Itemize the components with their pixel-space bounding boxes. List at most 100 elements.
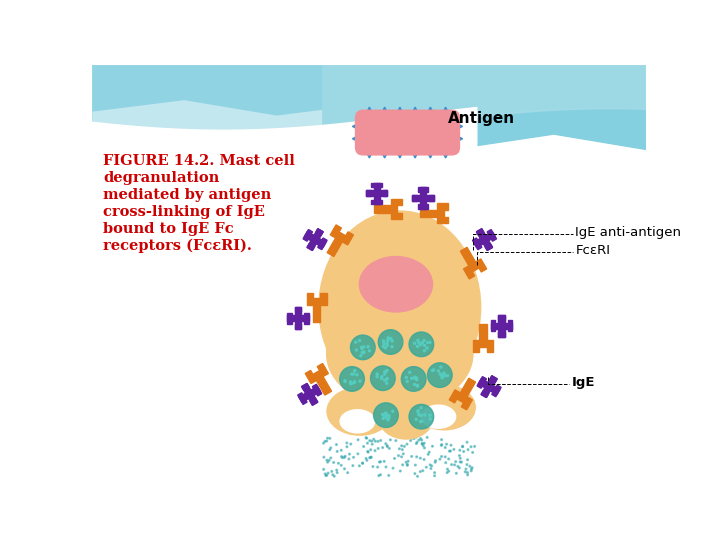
Circle shape [346, 442, 348, 444]
Circle shape [383, 416, 385, 418]
Circle shape [374, 450, 376, 451]
Polygon shape [397, 213, 402, 219]
Circle shape [415, 377, 418, 380]
Circle shape [441, 375, 443, 377]
Circle shape [386, 342, 388, 344]
Circle shape [323, 469, 325, 470]
Circle shape [344, 455, 346, 457]
Polygon shape [481, 376, 498, 397]
Circle shape [471, 468, 472, 470]
Circle shape [421, 443, 423, 444]
Circle shape [414, 376, 416, 378]
Circle shape [369, 457, 371, 458]
Polygon shape [334, 225, 341, 232]
Circle shape [324, 473, 326, 475]
Circle shape [357, 439, 359, 441]
Circle shape [362, 352, 364, 354]
Circle shape [326, 460, 328, 461]
Polygon shape [364, 147, 375, 158]
Circle shape [359, 340, 361, 342]
Polygon shape [287, 315, 309, 321]
Polygon shape [318, 238, 327, 249]
Polygon shape [379, 107, 390, 118]
Polygon shape [92, 107, 477, 481]
Circle shape [401, 456, 402, 457]
Circle shape [467, 472, 468, 474]
Polygon shape [323, 65, 647, 150]
Polygon shape [307, 294, 312, 298]
Circle shape [341, 457, 343, 458]
Circle shape [373, 438, 374, 440]
Ellipse shape [414, 385, 475, 430]
Circle shape [406, 380, 408, 382]
Polygon shape [449, 396, 457, 403]
Polygon shape [440, 107, 451, 118]
Circle shape [385, 379, 387, 381]
Circle shape [329, 437, 330, 439]
Circle shape [462, 446, 464, 447]
Polygon shape [498, 315, 505, 320]
Circle shape [387, 340, 389, 342]
Polygon shape [460, 378, 475, 397]
Circle shape [443, 374, 445, 376]
Circle shape [402, 453, 404, 455]
Circle shape [401, 445, 402, 447]
Polygon shape [305, 313, 309, 323]
Circle shape [348, 453, 351, 455]
Circle shape [455, 461, 456, 463]
Circle shape [333, 462, 335, 463]
Circle shape [361, 462, 364, 464]
Polygon shape [307, 244, 315, 251]
Circle shape [341, 449, 342, 451]
Circle shape [382, 447, 384, 448]
Circle shape [415, 464, 416, 466]
Circle shape [446, 472, 448, 474]
Circle shape [326, 440, 328, 442]
Circle shape [378, 475, 379, 476]
Circle shape [411, 456, 413, 457]
Circle shape [359, 465, 360, 467]
Circle shape [403, 446, 405, 447]
Circle shape [388, 416, 390, 419]
Circle shape [397, 455, 400, 456]
Circle shape [448, 470, 449, 472]
Circle shape [390, 439, 391, 441]
Circle shape [457, 465, 459, 467]
Text: FIGURE 14.2. Mast cell: FIGURE 14.2. Mast cell [104, 154, 295, 168]
Circle shape [456, 472, 457, 474]
Polygon shape [303, 230, 312, 241]
Circle shape [367, 346, 369, 348]
Circle shape [386, 369, 388, 372]
Circle shape [367, 451, 369, 453]
Circle shape [329, 449, 330, 450]
Circle shape [415, 418, 417, 420]
Circle shape [379, 461, 382, 463]
Polygon shape [320, 294, 327, 298]
Circle shape [325, 475, 327, 476]
Polygon shape [410, 147, 420, 158]
Circle shape [415, 376, 417, 379]
Circle shape [372, 466, 374, 468]
Polygon shape [383, 190, 387, 197]
Circle shape [415, 443, 417, 444]
Circle shape [420, 343, 422, 346]
Circle shape [361, 346, 362, 348]
Polygon shape [310, 398, 318, 405]
Circle shape [444, 375, 446, 377]
Circle shape [422, 470, 423, 471]
Circle shape [450, 444, 452, 446]
Circle shape [372, 443, 373, 445]
Circle shape [360, 355, 362, 356]
Polygon shape [429, 195, 433, 201]
Circle shape [379, 474, 382, 476]
Polygon shape [479, 265, 487, 272]
Polygon shape [397, 199, 402, 205]
Circle shape [369, 350, 370, 352]
Circle shape [376, 376, 378, 377]
Circle shape [421, 342, 423, 344]
Circle shape [390, 338, 392, 340]
Circle shape [409, 372, 411, 373]
Circle shape [467, 449, 469, 450]
Circle shape [418, 439, 420, 441]
Polygon shape [295, 325, 301, 329]
